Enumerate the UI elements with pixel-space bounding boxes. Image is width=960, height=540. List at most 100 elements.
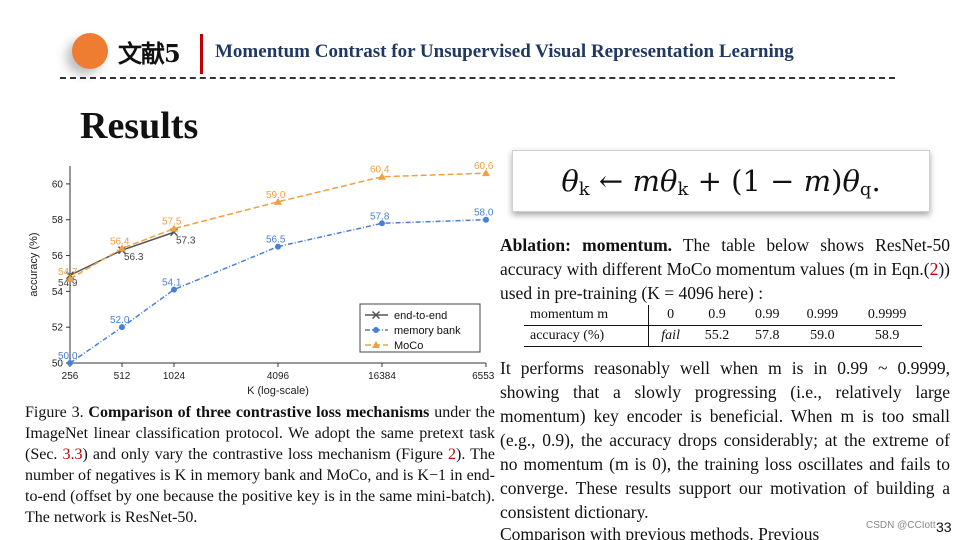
y-tick-label: 50 <box>52 359 64 370</box>
data-label: 57.8 <box>370 211 390 222</box>
ablation-paragraph: Ablation: momentum. The table below show… <box>500 233 950 305</box>
legend-label: memory bank <box>394 325 461 337</box>
data-point <box>66 274 74 282</box>
figure-caption-ref-section[interactable]: 3.3 <box>62 446 83 463</box>
eq-theta: θ <box>561 164 579 198</box>
figure-label: Figure 3. <box>25 404 84 421</box>
y-tick-label: 58 <box>52 215 64 226</box>
header-orange-dot <box>72 33 108 69</box>
header-divider <box>200 34 203 74</box>
data-point <box>170 224 178 232</box>
table-cell: 58.9 <box>852 325 922 347</box>
x-tick-label: 1024 <box>163 371 186 382</box>
eq-end: . <box>871 164 881 198</box>
data-point <box>275 243 281 250</box>
data-label: 60.6 <box>474 161 494 172</box>
figure-caption-bold: Comparison of three contrastive loss mec… <box>88 404 430 421</box>
data-label: 54.9 <box>58 278 78 289</box>
table-cell: 59.0 <box>792 325 853 347</box>
figure-caption-ref-figure[interactable]: 2 <box>448 446 457 463</box>
table-cell: fail <box>648 325 692 347</box>
table-cell: 0.9 <box>691 305 743 326</box>
eq-sub-k-2: k <box>677 178 689 200</box>
legend-marker <box>372 341 380 348</box>
data-point <box>118 244 126 252</box>
figure-caption-part1: under the ImageNet linear classification… <box>25 404 496 463</box>
eq-sub-q: q <box>859 178 872 200</box>
data-point <box>119 324 125 331</box>
x-tick-label: 4096 <box>267 371 290 382</box>
ablation-text: The table below shows ResNet-50 accuracy… <box>500 235 950 279</box>
table-cell: 0.9999 <box>852 305 922 326</box>
data-label: 52.0 <box>110 315 130 326</box>
figure-caption-part2: ) and only vary the contrastive loss mec… <box>82 446 449 463</box>
figure-caption: Figure 3. Comparison of three contrastiv… <box>25 402 495 528</box>
series-line-moco <box>69 172 487 280</box>
table-row: momentum m 0 0.9 0.99 0.999 0.9999 <box>524 305 922 326</box>
data-point <box>379 220 385 227</box>
x-tick-label: 256 <box>62 371 79 382</box>
table-header-accuracy: accuracy (%) <box>524 325 650 347</box>
legend-label: MoCo <box>394 340 423 352</box>
data-point <box>274 197 282 205</box>
data-label: 54.7 <box>58 267 78 278</box>
table-cell: 0 <box>648 305 692 326</box>
table-cell: 0.99 <box>742 305 793 326</box>
eq-m: m <box>632 164 660 198</box>
data-label: 54.1 <box>162 278 182 289</box>
data-point <box>378 172 386 180</box>
eq-theta-3: θ <box>842 164 860 198</box>
data-label: 58.0 <box>474 208 494 219</box>
data-label: 56.5 <box>266 235 286 246</box>
series-line-memory-bank <box>69 218 487 364</box>
header-title: Momentum Contrast for Unsupervised Visua… <box>215 41 794 62</box>
y-axis-title: accuracy (%) <box>28 232 40 296</box>
data-label: 57.5 <box>162 217 182 228</box>
data-label: 60.4 <box>370 165 390 176</box>
eq-theta-2: θ <box>659 164 678 198</box>
figure-caption-part3: ). The number of negatives is K in memor… <box>25 446 495 526</box>
accuracy-vs-k-chart: 50 52 54 56 58 60 256 512 1024 4096 16384 65536 K (l… <box>28 161 494 397</box>
results-discussion-paragraph: It performs reasonably well when m is in… <box>500 358 950 522</box>
legend-label: end-to-end <box>394 310 447 322</box>
table-row: accuracy (%) fail 55.2 57.8 59.0 58.9 <box>524 325 922 347</box>
data-point <box>67 360 73 366</box>
table-cell: 55.2 <box>691 325 743 347</box>
eq-close: ) <box>831 164 843 198</box>
y-tick-label: 54 <box>52 287 64 298</box>
y-tick-label: 56 <box>52 251 64 262</box>
data-label: 57.3 <box>176 235 196 246</box>
table-cell: 57.8 <box>742 325 793 347</box>
ablation-text2: )) used in pre-training (K = 4096 here) … <box>500 259 950 303</box>
data-point <box>482 169 490 177</box>
ablation-ref-eqn[interactable]: 2 <box>929 259 939 279</box>
data-label: 56.4 <box>110 236 130 247</box>
header-dashed-rule <box>60 77 895 79</box>
x-tick-label: 65536 <box>472 371 494 382</box>
momentum-ablation-table: momentum m 0 0.9 0.99 0.999 0.9999 accur… <box>524 305 922 347</box>
table-header-momentum: momentum m <box>524 305 650 326</box>
x-tick-label: 16384 <box>368 371 396 382</box>
header-tag: 文献5 <box>118 39 181 68</box>
legend-marker <box>371 310 381 320</box>
watermark: CSDN @CCIott <box>866 520 936 531</box>
section-title: Results <box>80 105 199 147</box>
legend-marker <box>373 327 379 333</box>
data-label: 50.0 <box>58 351 78 362</box>
data-label: 59.0 <box>266 190 286 201</box>
eq-m-2: m <box>803 164 832 198</box>
eq-sub-k: k <box>578 178 590 200</box>
table-cell: 0.999 <box>792 305 853 326</box>
page-number: 33 <box>936 519 952 535</box>
data-point <box>171 286 177 293</box>
ablation-heading: Ablation: momentum. <box>500 235 673 255</box>
y-tick-label: 52 <box>52 323 64 334</box>
data-point <box>483 216 489 223</box>
eq-arrow: ← <box>589 164 633 198</box>
data-label: 56.3 <box>124 252 144 263</box>
y-tick-label: 60 <box>52 179 64 190</box>
eq-plus: + (1 − <box>688 164 804 198</box>
x-tick-label: 512 <box>114 371 131 382</box>
x-axis-title: K (log-scale) <box>247 385 309 397</box>
